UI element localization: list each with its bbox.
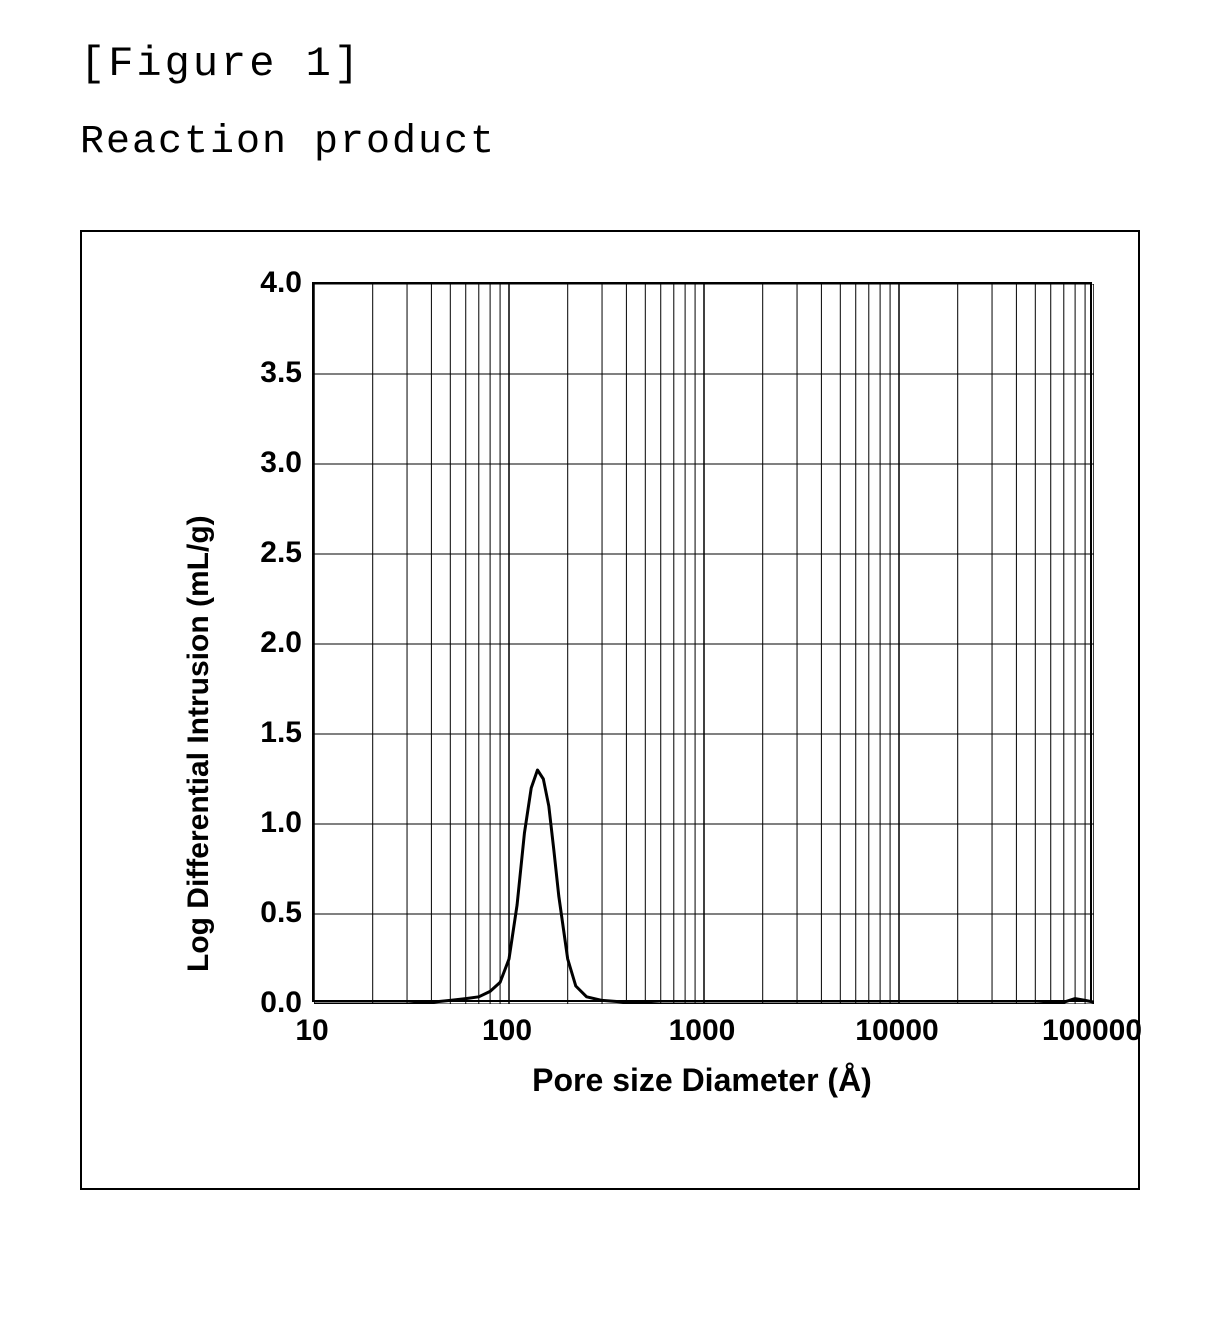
xtick-label: 100: [437, 1014, 577, 1048]
ytick-label: 2.5: [232, 536, 302, 570]
subtitle: Reaction product: [80, 120, 496, 165]
ytick-label: 4.0: [232, 266, 302, 300]
ytick-label: 1.5: [232, 716, 302, 750]
xtick-label: 10: [242, 1014, 382, 1048]
ytick-label: 3.5: [232, 356, 302, 390]
ytick-label: 1.0: [232, 806, 302, 840]
ytick-label: 0.5: [232, 896, 302, 930]
xtick-label: 10000: [827, 1014, 967, 1048]
xtick-label: 1000: [632, 1014, 772, 1048]
y-axis-label: Log Differential Intrusion (mL/g): [182, 515, 216, 972]
ytick-label: 2.0: [232, 626, 302, 660]
plot-area: [312, 282, 1092, 1002]
chart-frame: 0.00.51.01.52.02.53.03.54.01010010001000…: [80, 230, 1140, 1190]
xtick-label: 100000: [1022, 1014, 1162, 1048]
figure-label: [Figure 1]: [80, 40, 362, 88]
x-axis-label: Pore size Diameter (Å): [312, 1062, 1092, 1099]
chart-svg: [314, 284, 1094, 1004]
page: [Figure 1] Reaction product 0.00.51.01.5…: [0, 0, 1223, 1331]
ytick-label: 3.0: [232, 446, 302, 480]
